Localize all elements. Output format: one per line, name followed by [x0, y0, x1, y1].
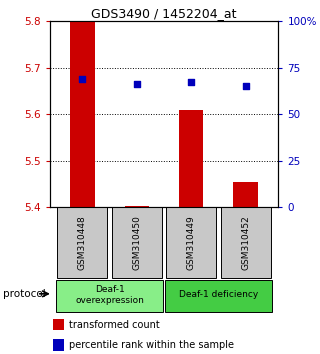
- Bar: [112, 207, 162, 278]
- Point: [243, 84, 248, 89]
- Bar: [166, 207, 216, 278]
- Text: Deaf-1 deficiency: Deaf-1 deficiency: [179, 290, 258, 299]
- Text: GSM310449: GSM310449: [187, 215, 196, 270]
- Bar: [179, 110, 204, 207]
- Bar: [221, 207, 271, 278]
- Text: percentile rank within the sample: percentile rank within the sample: [69, 340, 234, 350]
- Bar: [53, 319, 64, 330]
- Point: [189, 79, 194, 85]
- Point: [134, 81, 139, 87]
- Bar: [70, 21, 94, 207]
- Text: Deaf-1
overexpression: Deaf-1 overexpression: [75, 285, 144, 304]
- Text: GSM310452: GSM310452: [241, 215, 250, 270]
- Title: GDS3490 / 1452204_at: GDS3490 / 1452204_at: [91, 7, 237, 20]
- Text: transformed count: transformed count: [69, 320, 160, 330]
- Text: protocol: protocol: [3, 289, 46, 299]
- Bar: [234, 182, 258, 207]
- Bar: [53, 339, 64, 351]
- Bar: [57, 207, 107, 278]
- Text: GSM310448: GSM310448: [78, 215, 87, 270]
- Bar: [56, 280, 163, 312]
- Text: GSM310450: GSM310450: [132, 215, 141, 270]
- Bar: [165, 280, 272, 312]
- Bar: [124, 206, 149, 207]
- Point: [80, 76, 85, 82]
